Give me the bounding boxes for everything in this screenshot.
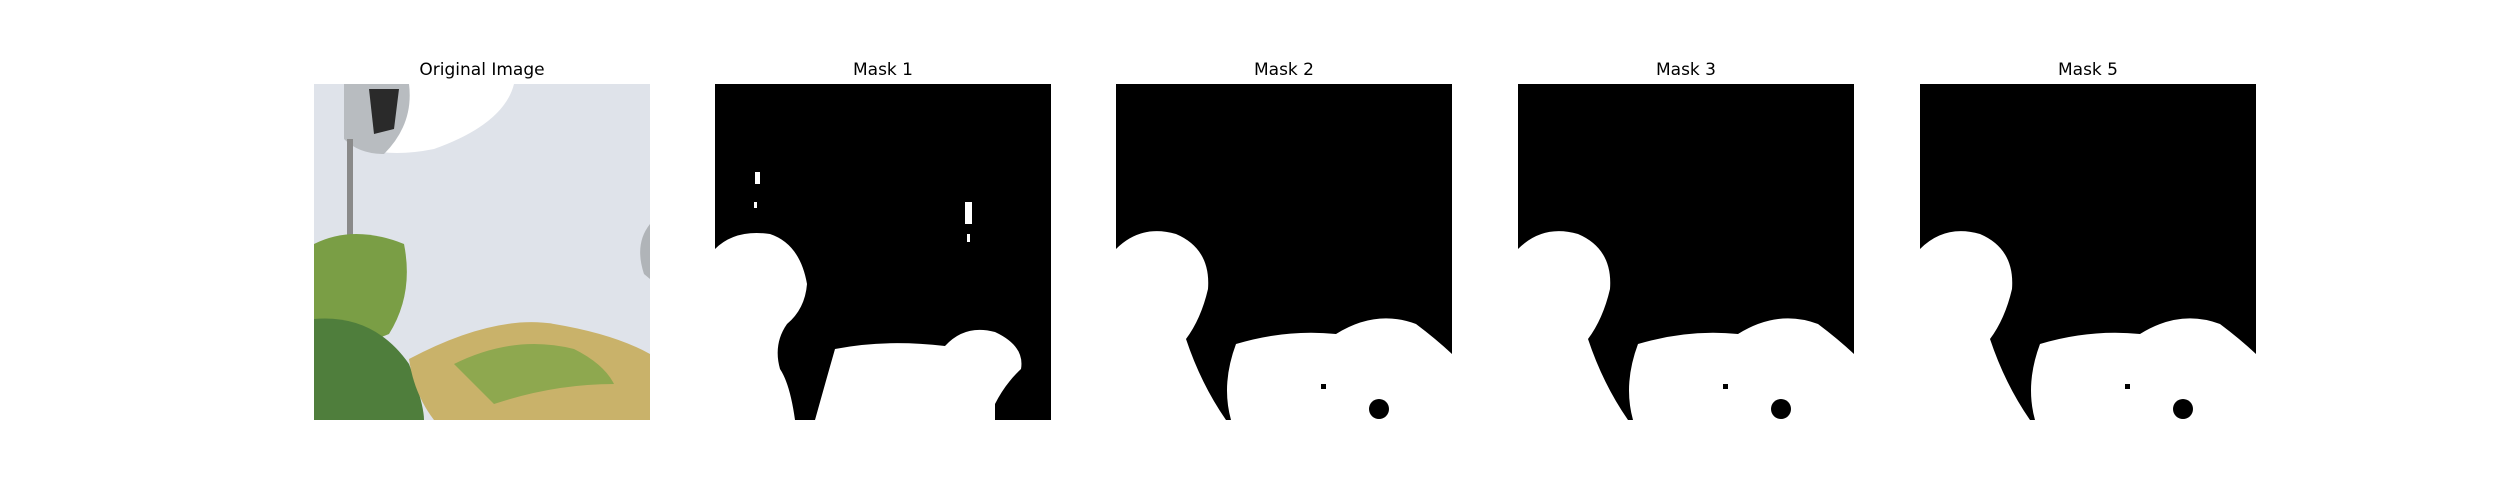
panel-mask-1: Mask 1 <box>715 0 1051 500</box>
panel-title: Original Image <box>419 60 545 80</box>
panel-title: Mask 1 <box>852 60 913 80</box>
mask-1-image <box>715 84 1051 420</box>
panel-title: Mask 5 <box>2057 60 2118 80</box>
panel-mask-3: Mask 3 <box>1518 0 1854 500</box>
panel-mask-2: Mask 2 <box>1116 0 1452 500</box>
panel-title: Mask 2 <box>1253 60 1314 80</box>
panel-original-image: Original Image <box>314 0 650 500</box>
panel-title: Mask 3 <box>1655 60 1716 80</box>
panel-mask-5: Mask 5 <box>1920 0 2256 500</box>
mask-3-image <box>1518 84 1854 420</box>
mask-2-image <box>1116 84 1452 420</box>
original-image <box>314 84 650 420</box>
mask-5-image <box>1920 84 2256 420</box>
